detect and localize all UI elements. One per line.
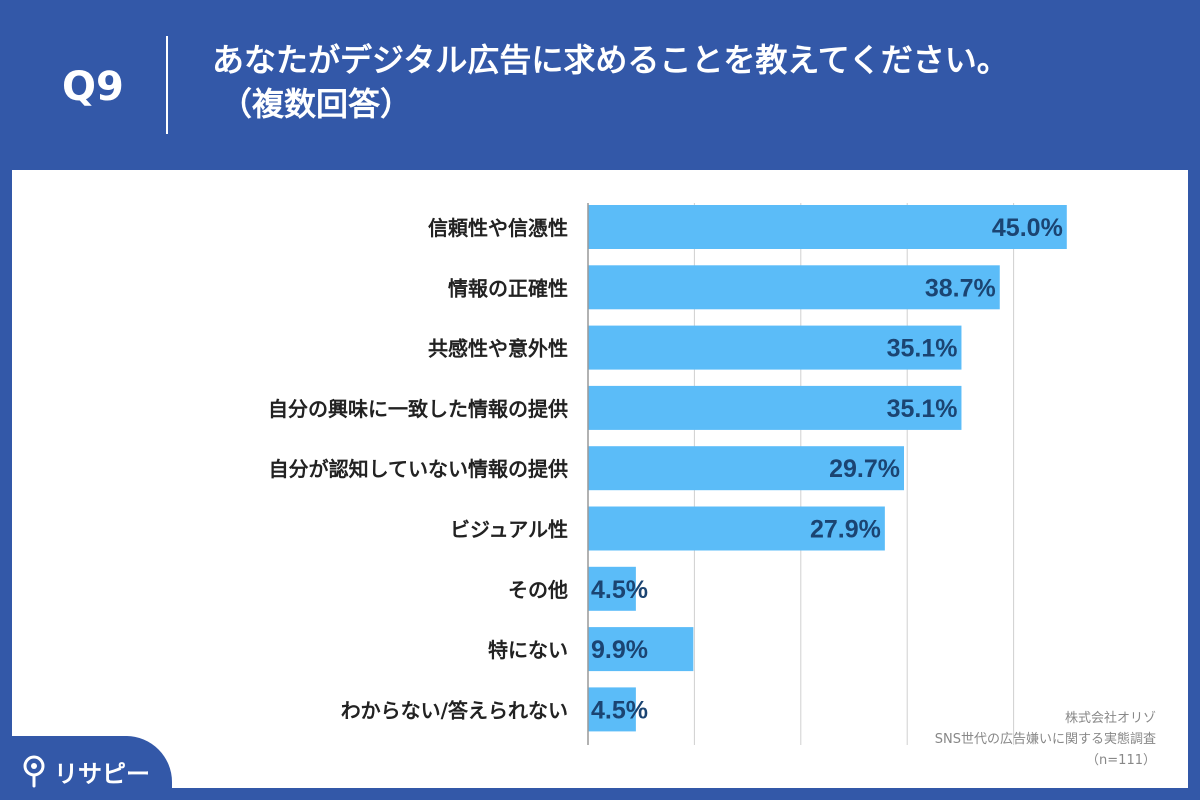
map-pin-icon xyxy=(23,755,45,788)
category-label: 信頼性や信憑性 xyxy=(428,216,568,240)
question-title-line1: あなたがデジタル広告に求めることを教えてください。 xyxy=(212,41,1009,79)
value-label: 4.5% xyxy=(591,696,648,724)
source-sample-size: （n=111） xyxy=(1086,753,1156,768)
category-label: ビジュアル性 xyxy=(450,518,568,542)
value-label: 29.7% xyxy=(829,455,900,483)
source-note: 株式会社オリゾ SNS世代の広告嫌いに関する実態調査 （n=111） xyxy=(935,708,1156,771)
value-label: 27.9% xyxy=(810,516,881,544)
value-label: 45.0% xyxy=(992,214,1063,242)
value-label: 35.1% xyxy=(887,395,958,423)
category-label: 自分が認知していない情報の提供 xyxy=(269,457,568,481)
question-label: Q9 xyxy=(62,64,124,110)
category-label: その他 xyxy=(508,578,568,602)
bar xyxy=(588,506,885,551)
category-label: 自分の興味に一致した情報の提供 xyxy=(268,397,568,421)
bar xyxy=(588,446,905,491)
bar xyxy=(588,205,1067,249)
source-survey: SNS世代の広告嫌いに関する実態調査 xyxy=(934,732,1156,747)
header-divider xyxy=(166,36,168,134)
category-label: 情報の正確性 xyxy=(448,276,568,300)
logo-badge: リサピー xyxy=(0,736,172,800)
category-label: 共感性や意外性 xyxy=(428,337,568,361)
value-label: 38.7% xyxy=(925,274,996,302)
value-label: 35.1% xyxy=(887,335,958,363)
bar xyxy=(588,627,694,672)
bar xyxy=(588,265,1000,310)
question-title-line2: （複数回答） xyxy=(220,85,413,123)
value-label: 4.5% xyxy=(591,576,648,604)
category-label: 特にない xyxy=(488,638,568,662)
bar xyxy=(588,325,962,370)
source-company: 株式会社オリゾ xyxy=(1064,711,1156,726)
logo-text: リサピー xyxy=(54,760,150,788)
bar xyxy=(588,566,636,611)
category-label: わからない/答えられない xyxy=(341,698,568,722)
value-label: 9.9% xyxy=(591,636,648,664)
question-title: あなたがデジタル広告に求めることを教えてください。 （複数回答） xyxy=(212,38,1009,126)
bar xyxy=(588,385,962,430)
header: Q9 あなたがデジタル広告に求めることを教えてください。 （複数回答） xyxy=(0,0,1200,170)
bar xyxy=(588,687,636,732)
